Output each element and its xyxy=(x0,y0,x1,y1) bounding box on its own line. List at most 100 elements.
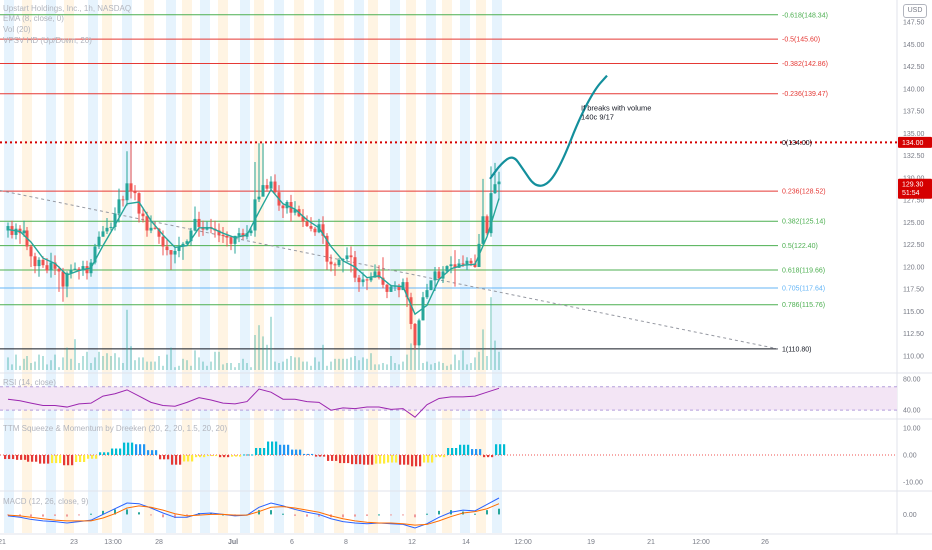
candle-body xyxy=(169,250,173,255)
ttm-bar xyxy=(191,455,194,462)
macd-histogram-bar xyxy=(174,514,176,518)
time-axis-label: 21 xyxy=(0,539,6,546)
ttm-bar xyxy=(267,441,270,455)
candle-body xyxy=(157,228,161,237)
session-shade xyxy=(314,0,324,533)
macd-histogram-bar xyxy=(366,514,368,516)
ttm-bar xyxy=(395,455,398,463)
volume-bar xyxy=(326,365,328,370)
candle-body xyxy=(101,231,105,237)
ttm-bar xyxy=(331,455,334,461)
ttm-bar xyxy=(391,455,394,463)
candle-body xyxy=(125,183,129,201)
candle-body xyxy=(185,241,189,244)
ttm-bar xyxy=(207,455,210,457)
currency-badge[interactable]: USD xyxy=(903,4,927,18)
volume-bar xyxy=(286,358,288,370)
volume-bar xyxy=(466,364,468,370)
candle-body xyxy=(453,264,457,268)
ttm-bar xyxy=(503,444,506,455)
volume-bar xyxy=(394,363,396,370)
ttm-bar xyxy=(287,444,290,455)
ttm-bar xyxy=(135,444,138,455)
macd-histogram-bar xyxy=(474,513,476,515)
price-tick-label: 132.50 xyxy=(903,153,925,160)
fib-level-label: -0.618(148.34) xyxy=(782,12,828,19)
time-axis-label: Jul xyxy=(228,539,238,546)
price-axis-tag-countdown: 51:54 xyxy=(902,190,920,197)
volume-bar xyxy=(198,357,200,370)
volume-bar xyxy=(26,356,28,370)
ttm-bar xyxy=(195,455,198,458)
rsi-pane-title[interactable]: RSI (14, close) xyxy=(3,378,56,387)
volume-bar xyxy=(422,363,424,370)
volume-bar xyxy=(106,353,108,370)
ttm-tick-label: 0.00 xyxy=(903,453,917,460)
volume-bar xyxy=(246,363,248,370)
price-tick-label: 142.50 xyxy=(903,64,925,71)
volume-bar xyxy=(470,363,472,370)
volume-bar xyxy=(330,361,332,370)
volume-bar xyxy=(266,344,268,370)
session-shade xyxy=(274,0,284,533)
ttm-bar xyxy=(371,455,374,465)
ttm-bar xyxy=(171,455,174,465)
volume-bar xyxy=(354,356,356,370)
session-shade xyxy=(22,0,32,533)
volume-bar xyxy=(310,365,312,370)
indicator-ema-label[interactable]: EMA (8, close, 0) xyxy=(3,14,64,23)
session-shade xyxy=(64,0,74,533)
ttm-bar xyxy=(315,455,318,457)
indicator-vpsv-label[interactable]: VPSV HD (Up/Down, 20) xyxy=(3,36,92,45)
ttm-pane-title[interactable]: TTM Squeeze & Momentum by Dreeken (20, 2… xyxy=(3,424,228,433)
candle-body xyxy=(445,266,449,272)
price-tick-label: 110.00 xyxy=(903,353,924,360)
ttm-bar xyxy=(427,455,430,463)
ttm-bar xyxy=(431,455,434,463)
ttm-bar xyxy=(203,455,206,458)
fib-level-label: 0.705(117.64) xyxy=(782,285,825,292)
volume-bar xyxy=(398,364,400,370)
ttm-bar xyxy=(12,455,15,460)
candle-body xyxy=(373,271,377,278)
indicator-volume-label[interactable]: Vol (20) xyxy=(3,25,31,34)
volume-bar xyxy=(438,361,440,370)
ttm-bar xyxy=(159,455,162,460)
ttm-bar xyxy=(455,448,458,455)
ttm-bar xyxy=(8,455,11,460)
ttm-bar xyxy=(323,455,326,457)
candle-body xyxy=(257,196,261,200)
volume-bar xyxy=(174,367,176,370)
ttm-bar xyxy=(291,449,294,455)
candle-body xyxy=(77,268,81,271)
candle-body xyxy=(269,181,273,189)
ttm-bar xyxy=(95,455,98,459)
fib-level-label: 0.236(128.52) xyxy=(782,189,826,196)
session-shade xyxy=(182,0,192,533)
ttm-bar xyxy=(239,455,242,457)
session-shade xyxy=(218,0,228,533)
candle-body xyxy=(249,230,253,234)
ttm-bar xyxy=(275,441,278,455)
ttm-bar xyxy=(20,455,23,460)
volume-bar xyxy=(154,361,156,370)
macd-pane-title[interactable]: MACD (12, 26, close, 9) xyxy=(3,497,89,506)
candle-body xyxy=(397,285,401,291)
candle-body xyxy=(485,216,489,234)
candle-body xyxy=(233,235,237,244)
volume-bar xyxy=(238,363,240,370)
candle-body xyxy=(6,226,10,231)
macd-histogram-bar xyxy=(66,514,68,517)
volume-bar xyxy=(418,346,420,370)
volume-bar xyxy=(90,363,92,370)
volume-bar xyxy=(442,363,444,370)
volume-bar xyxy=(474,357,476,370)
candle-body xyxy=(121,199,125,201)
volume-bar xyxy=(218,351,220,370)
candle-body xyxy=(361,279,365,283)
session-shade xyxy=(144,0,154,533)
volume-bar xyxy=(306,361,308,370)
trend-line xyxy=(0,189,779,350)
